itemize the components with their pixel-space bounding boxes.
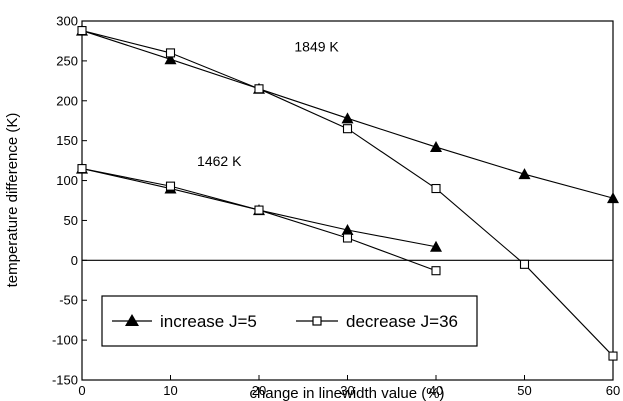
x-tick-label: 50 (517, 383, 531, 398)
data-point-triangle (430, 240, 442, 252)
data-point-square (342, 124, 353, 134)
data-point-triangle (341, 112, 354, 124)
legend-label-decrease: decrease J=36 (346, 312, 458, 331)
y-tick-label: 250 (56, 53, 78, 68)
legend: increase J=5 decrease J=36 (101, 295, 478, 347)
data-point-square (519, 259, 530, 269)
data-point-square (431, 266, 441, 276)
data-point-square (254, 205, 264, 215)
legend-label-increase: increase J=5 (160, 312, 257, 331)
data-point-square (165, 181, 176, 191)
y-tick-label: 300 (56, 14, 78, 29)
data-point-square (342, 233, 353, 243)
x-tick-label: 0 (78, 383, 85, 398)
x-tick-label: 10 (163, 383, 177, 398)
y-tick-label: 0 (71, 253, 78, 268)
x-axis-ticks: 0 10 20 30 40 50 60 (78, 375, 620, 398)
data-point-triangle (430, 141, 442, 153)
series-layer (76, 24, 619, 361)
y-tick-label: 50 (64, 213, 78, 228)
data-point-square (254, 84, 264, 94)
data-point-triangle (607, 192, 619, 204)
annotation-1849k: 1849 K (294, 38, 339, 54)
data-point-square (77, 26, 87, 36)
data-point-triangle (518, 168, 531, 180)
y-tick-label: 100 (56, 173, 78, 188)
x-tick-label: 60 (606, 383, 620, 398)
series-4 (77, 164, 441, 276)
data-point-triangle (164, 53, 177, 65)
legend-marker-decrease-square (312, 316, 322, 326)
y-axis-ticks: 300 250 200 150 100 50 0 -50 -100 -150 (52, 14, 87, 388)
y-tick-label: -150 (52, 373, 78, 388)
y-tick-label: -50 (59, 293, 78, 308)
series-line (81, 168, 437, 272)
legend-box (101, 295, 478, 347)
series-2 (77, 26, 618, 361)
x-tick-label: 30 (340, 383, 354, 398)
legend-marker-increase-triangle (125, 314, 139, 326)
data-point-square (431, 183, 441, 194)
data-point-square (77, 164, 87, 174)
x-tick-label: 20 (252, 383, 266, 398)
y-tick-label: 150 (56, 133, 78, 148)
data-point-square (608, 351, 618, 361)
series-1 (76, 24, 619, 204)
annotation-1462k: 1462 K (197, 153, 242, 169)
y-tick-label: 200 (56, 93, 78, 108)
y-tick-label: -100 (52, 333, 78, 348)
data-point-square (165, 48, 176, 58)
data-point-triangle (341, 224, 354, 236)
y-axis-label: temperature difference (K) (4, 113, 21, 288)
x-tick-label: 40 (429, 383, 443, 398)
x-axis-label: change in linewidth value (%) (249, 385, 444, 401)
